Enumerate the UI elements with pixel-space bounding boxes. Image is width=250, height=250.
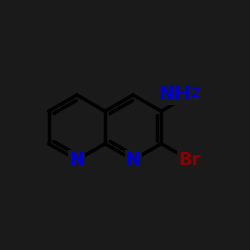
Text: N: N <box>126 151 141 169</box>
Text: N: N <box>69 151 84 169</box>
Text: Br: Br <box>178 151 201 169</box>
Text: 2: 2 <box>191 86 201 100</box>
Text: NH: NH <box>158 86 191 104</box>
